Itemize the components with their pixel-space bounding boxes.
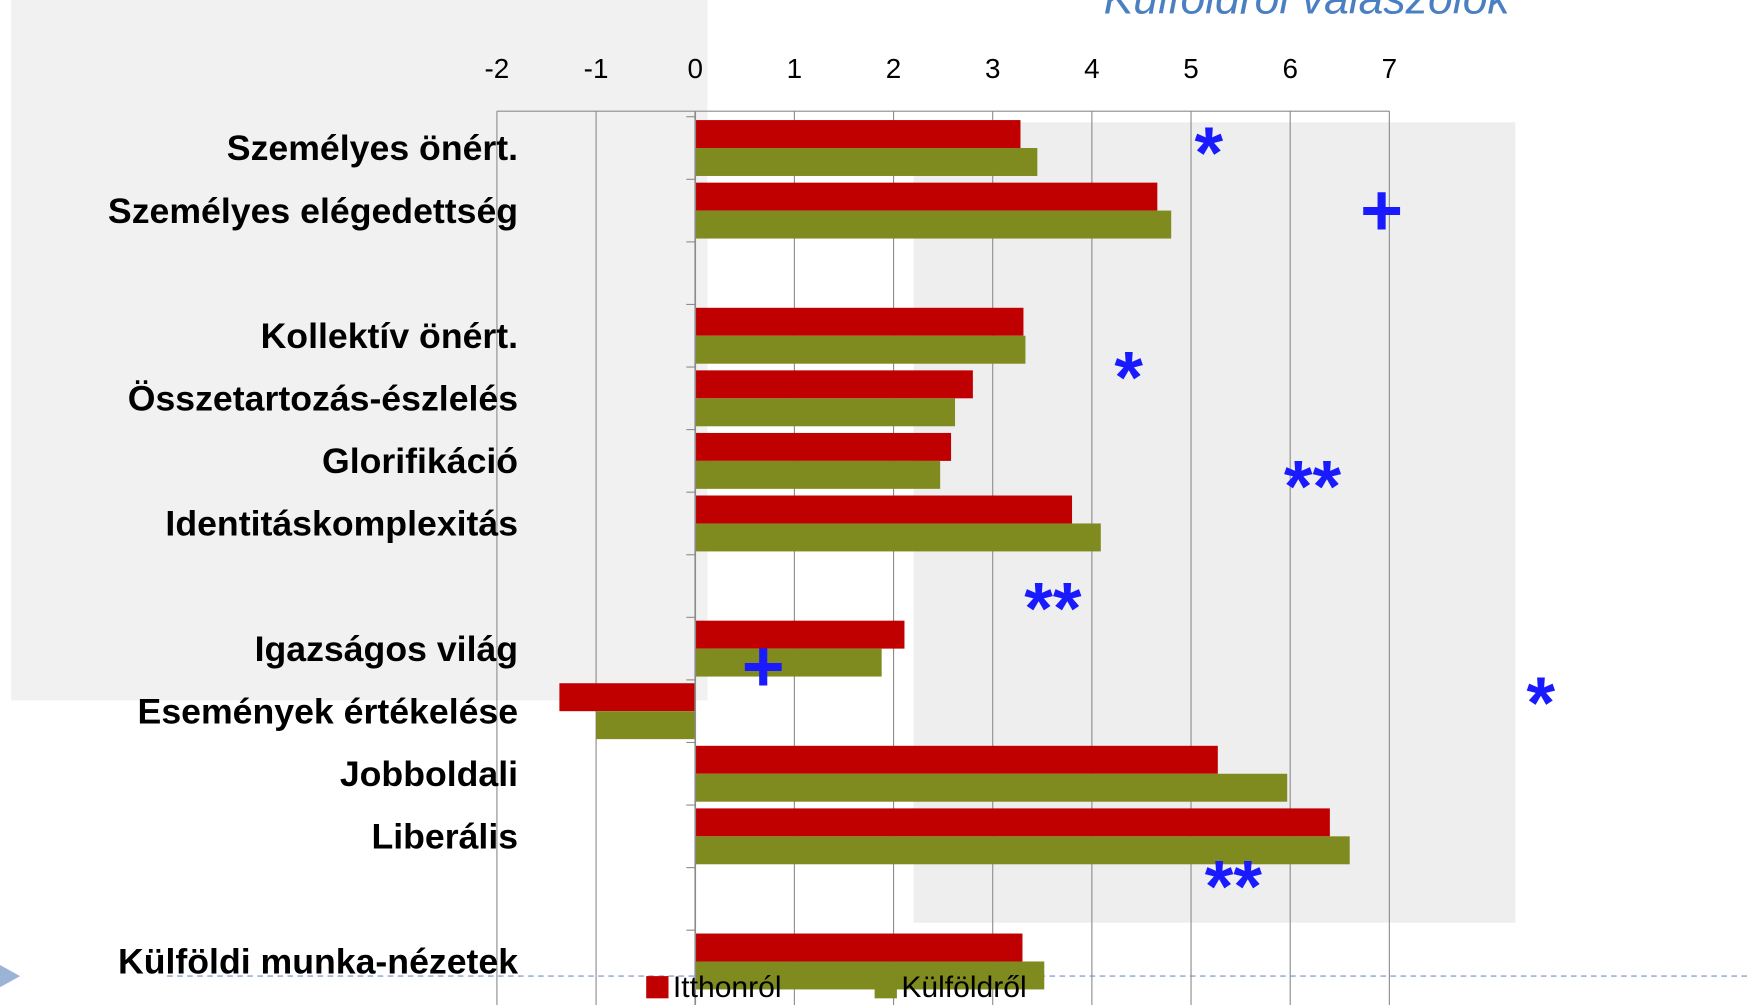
category-label: Külföldi munka-nézetek [118, 942, 518, 982]
category-label: Igazságos világ [255, 629, 519, 669]
legend-label: Külföldről [901, 971, 1026, 1004]
bar [695, 649, 881, 677]
significance-mark: ** [1284, 445, 1342, 527]
category-label: Liberális [371, 817, 518, 857]
significance-mark: ** [1024, 568, 1082, 650]
x-tick-label: 7 [1382, 53, 1397, 84]
bar [695, 398, 955, 426]
category-label: Személyes elégedettség [108, 191, 518, 231]
bar [695, 461, 940, 489]
x-tick-label: 3 [985, 53, 1000, 84]
category-label: Kollektív önért. [261, 316, 519, 356]
bar [695, 934, 1022, 962]
x-tick-label: -1 [584, 53, 609, 84]
bar [695, 183, 1157, 211]
x-tick-label: 0 [687, 53, 702, 84]
bar [695, 370, 973, 398]
significance-mark: + [1360, 170, 1403, 252]
bar [695, 433, 951, 461]
legend-swatch [875, 976, 897, 998]
category-label: Jobboldali [340, 754, 518, 794]
chart: Külföldről válaszolók -2 -1 0 1 2 3 4 5 6 7 Személ… [0, 0, 1747, 1005]
bar [695, 120, 1020, 148]
bar [596, 711, 695, 739]
x-tick-label: -2 [485, 53, 510, 84]
x-tick-label: 2 [886, 53, 901, 84]
significance-mark: + [742, 626, 785, 708]
category-label: Glorifikáció [322, 441, 518, 481]
category-label: Személyes önért. [227, 128, 518, 168]
significance-mark: ** [1205, 846, 1263, 928]
bar [695, 523, 1101, 551]
significance-mark: * [1114, 337, 1143, 419]
x-tick-label: 1 [787, 53, 802, 84]
x-tick-label: 5 [1183, 53, 1198, 84]
chart-title: Külföldről válaszolók [1104, 0, 1513, 23]
bar [695, 774, 1287, 802]
x-tick-label: 4 [1084, 53, 1099, 84]
bar [695, 148, 1037, 176]
bar [695, 211, 1171, 239]
x-tick-label: 6 [1282, 53, 1297, 84]
page: {"chart_data": { "type": "hbar", "title"… [0, 0, 1747, 1005]
bar [559, 683, 695, 711]
bar [695, 746, 1218, 774]
bar [695, 808, 1330, 836]
category-label: Események értékelése [138, 691, 519, 731]
bar [695, 621, 904, 649]
bar [695, 336, 1025, 364]
significance-mark: * [1527, 662, 1556, 744]
category-label: Összetartozás-észlelés [128, 379, 518, 419]
bar [695, 496, 1072, 524]
legend-label: Itthonról [673, 971, 782, 1004]
footer-bullet [0, 965, 20, 987]
significance-mark: * [1195, 112, 1224, 194]
category-label: Identitáskomplexitás [165, 504, 518, 544]
legend-swatch [646, 976, 668, 998]
bar [695, 308, 1023, 336]
